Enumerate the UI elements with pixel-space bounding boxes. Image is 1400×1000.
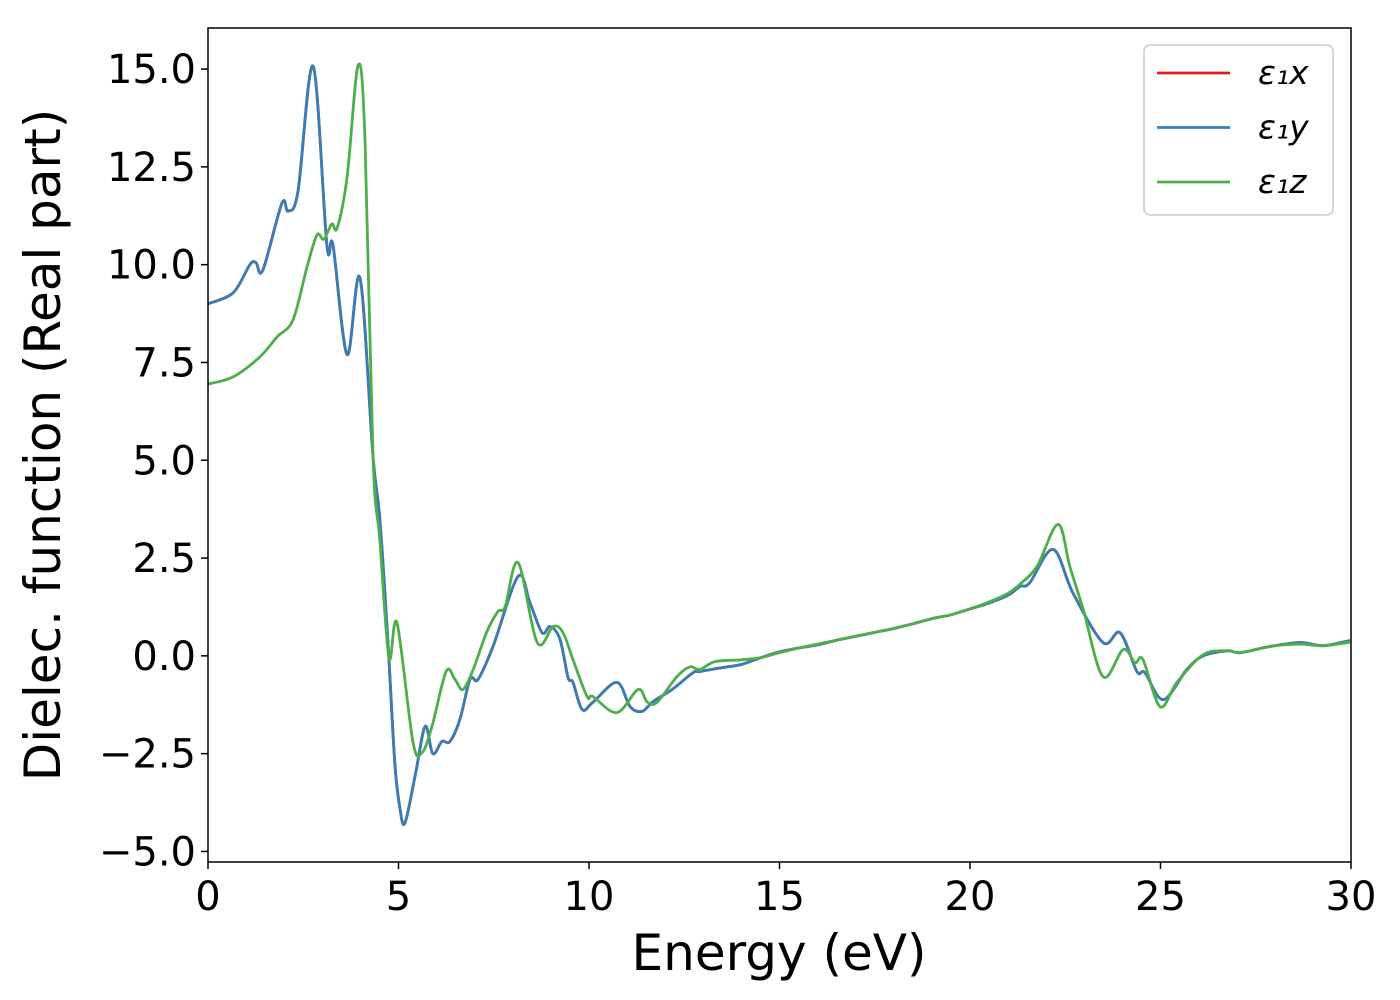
- y-tick-label: 0.0: [132, 634, 196, 680]
- y-tick-label: 5.0: [132, 438, 196, 484]
- x-axis-label: Energy (eV): [632, 924, 927, 982]
- x-tick-label: 15: [754, 874, 805, 920]
- legend-label: ε₁z: [1258, 162, 1307, 201]
- legend-label: ε₁y: [1258, 108, 1309, 147]
- x-tick-label: 25: [1135, 874, 1186, 920]
- series-line-3: [208, 62, 1351, 758]
- legend-label: ε₁x: [1258, 53, 1309, 92]
- y-axis: −5.0 −2.5 0.0 2.5 5.0 7.5 10.0 12.5 15.0: [99, 47, 208, 875]
- x-tick-label: 5: [386, 874, 411, 920]
- series-layer: [208, 62, 1351, 826]
- y-tick-label: −2.5: [99, 732, 196, 778]
- y-tick-label: 2.5: [132, 536, 196, 582]
- x-tick-label: 30: [1326, 874, 1377, 920]
- x-axis: 0 5 10 15 20 25 30: [195, 862, 1376, 920]
- legend: ε₁x ε₁y ε₁z: [1143, 44, 1334, 216]
- y-axis-label: Dielec. function (Real part): [14, 109, 72, 781]
- x-tick-label: 0: [195, 874, 220, 920]
- y-tick-label: 7.5: [132, 340, 196, 386]
- y-tick-label: 15.0: [107, 47, 196, 93]
- y-tick-label: 12.5: [107, 145, 196, 191]
- series-line-2: [208, 64, 1351, 826]
- y-tick-label: 10.0: [107, 243, 196, 289]
- x-tick-label: 10: [564, 874, 615, 920]
- x-tick-label: 20: [945, 874, 996, 920]
- legend-box: [1143, 44, 1334, 216]
- y-tick-label: −5.0: [99, 829, 196, 875]
